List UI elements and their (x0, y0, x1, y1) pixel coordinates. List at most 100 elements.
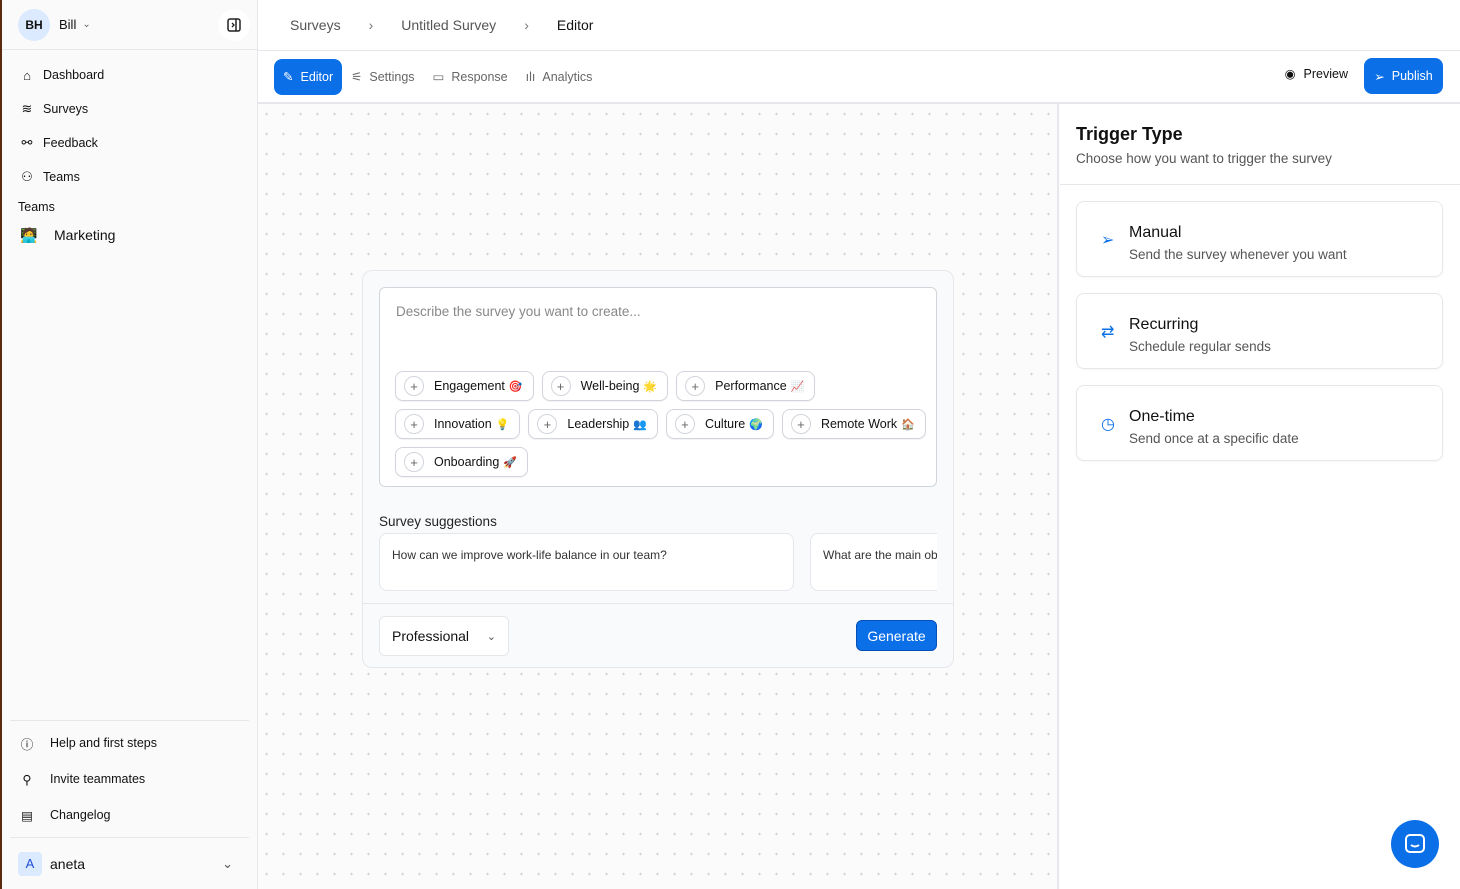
chip-emoji-icon: 📈 (790, 380, 805, 393)
chat-support-button[interactable] (1391, 820, 1439, 868)
topic-chip[interactable]: + Onboarding 🚀 (395, 447, 529, 477)
chevron-down-icon: ⌄ (486, 630, 496, 643)
sidebar-item-surveys[interactable]: ≋ Surveys (2, 92, 257, 126)
publish-label: Publish (1391, 69, 1433, 83)
help-circle-icon: ⓘ (20, 737, 34, 752)
chip-label: Performance (715, 379, 787, 393)
panel-subtitle: Choose how you want to trigger the surve… (1076, 151, 1332, 166)
tab-label: Editor (300, 69, 334, 84)
sidebar: BH Bill ⌄ ⌂ Dashboard ≋ Surveys ⚯ Feedback … (0, 0, 258, 889)
trigger-option-recurring[interactable]: ⇄ Recurring Schedule regular sends (1076, 293, 1443, 369)
user-menu[interactable]: BH Bill ⌄ (2, 0, 257, 50)
option-title: One-time (1129, 408, 1195, 425)
plus-icon: + (404, 452, 424, 472)
topic-chip[interactable]: + Performance 📈 (676, 371, 816, 401)
sidebar-item-dashboard[interactable]: ⌂ Dashboard (2, 58, 257, 92)
sidebar-item-label: Feedback (43, 136, 98, 150)
breadcrumb-survey[interactable]: Untitled Survey (401, 17, 497, 33)
help-link[interactable]: ⓘ Help and first steps (2, 725, 257, 761)
chevron-right-icon: › (524, 17, 529, 33)
clock-icon: ◷ (1101, 416, 1115, 433)
topic-chip[interactable]: + Leadership 👥 (528, 409, 658, 439)
chip-label: Leadership (567, 417, 630, 431)
breadcrumb: Surveys › Untitled Survey › Editor (258, 0, 1460, 51)
sidebar-item-label: Teams (43, 170, 80, 184)
breadcrumb-surveys[interactable]: Surveys (290, 17, 341, 33)
trigger-panel: Trigger Type Choose how you want to trig… (1060, 104, 1460, 889)
account-name: aneta (50, 855, 86, 872)
plus-icon: + (674, 414, 695, 434)
topic-chip[interactable]: + Culture 🌍 (665, 409, 774, 439)
topic-chip[interactable]: + Remote Work 🏠 (781, 409, 926, 439)
topic-chip[interactable]: + Innovation 💡 (395, 409, 521, 439)
tab-editor[interactable]: ✎ Editor (274, 58, 343, 95)
account-switcher[interactable]: A aneta ⌄ (10, 837, 249, 889)
chip-label: Remote Work (820, 417, 898, 431)
survey-generator-card: Describe the survey you want to create..… (362, 270, 954, 668)
sidebar-item-label: Surveys (43, 102, 89, 116)
collapse-sidebar-button[interactable] (218, 9, 250, 41)
tab-analytics[interactable]: ılı Analytics (517, 59, 602, 95)
avatar: BH (18, 8, 50, 41)
plus-icon: + (685, 376, 706, 396)
plus-icon: + (537, 414, 558, 434)
trigger-option-manual[interactable]: ➢ Manual Send the survey whenever you want (1076, 201, 1443, 277)
tab-response[interactable]: ▭ Response (424, 59, 517, 95)
plus-icon: + (404, 414, 424, 434)
plus-icon: + (404, 376, 424, 396)
tab-label: Response (451, 69, 508, 84)
chevron-down-icon: ⌄ (222, 855, 233, 871)
message-icon: ▭ (432, 70, 445, 84)
topic-chip[interactable]: + Well-being 🌟 (541, 371, 669, 401)
feedback-icon: ⚯ (21, 135, 33, 150)
team-marketing[interactable]: 🧑‍💻 Marketing (2, 222, 257, 248)
tone-select[interactable]: Professional ⌄ (379, 616, 509, 656)
trigger-option-one-time[interactable]: ◷ One-time Send once at a specific date (1076, 385, 1443, 461)
chip-emoji-icon: 👥 (633, 418, 647, 431)
prompt-placeholder: Describe the survey you want to create..… (396, 304, 641, 319)
option-desc: Send the survey whenever you want (1129, 247, 1347, 262)
sidebar-item-label: Dashboard (43, 68, 105, 82)
suggestion-card[interactable]: How can we improve work-life balance in … (379, 533, 794, 591)
generate-button[interactable]: Generate (856, 620, 937, 651)
users-icon: ⚇ (21, 169, 33, 184)
bar-chart-icon: ılı (525, 69, 536, 84)
user-name: Bill (59, 17, 77, 32)
sidebar-item-teams[interactable]: ⚇ Teams (2, 160, 257, 194)
publish-button[interactable]: ➢ Publish (1364, 58, 1443, 94)
suggestion-card[interactable]: What are the main ob (810, 533, 937, 591)
layers-icon: ≋ (21, 101, 33, 116)
changelog-link[interactable]: ▤ Changelog (2, 797, 257, 833)
account-avatar: A (18, 851, 42, 876)
plus-icon: + (790, 414, 811, 434)
document-icon: ▤ (21, 808, 33, 823)
chip-label: Well-being (580, 379, 640, 393)
option-desc: Schedule regular sends (1129, 339, 1271, 354)
chip-emoji-icon: 🏠 (901, 418, 915, 431)
invite-teammates-link[interactable]: ⚲ Invite teammates (2, 761, 257, 797)
tab-settings[interactable]: ⚟ Settings (342, 59, 423, 95)
suggestions-title: Survey suggestions (379, 514, 497, 529)
chip-label: Innovation (434, 417, 492, 431)
preview-button[interactable]: ◉ Preview (1285, 66, 1348, 82)
tab-label: Settings (369, 69, 415, 84)
survey-prompt-input[interactable]: Describe the survey you want to create..… (379, 287, 937, 487)
chat-icon (1405, 834, 1425, 853)
breadcrumb-current: Editor (556, 17, 594, 33)
option-desc: Send once at a specific date (1129, 431, 1299, 446)
option-title: Recurring (1129, 316, 1199, 333)
chevron-right-icon: › (368, 17, 374, 33)
chip-emoji-icon: 💡 (495, 418, 510, 431)
chip-emoji-icon: 🌍 (749, 418, 763, 431)
chevron-down-icon: ⌄ (82, 19, 91, 30)
topic-chip[interactable]: + Engagement 🎯 (395, 371, 534, 401)
option-title: Manual (1129, 224, 1182, 241)
team-label: Marketing (54, 227, 116, 243)
preview-label: Preview (1303, 66, 1348, 81)
chip-emoji-icon: 🎯 (508, 380, 523, 393)
sidebar-item-feedback[interactable]: ⚯ Feedback (2, 126, 257, 160)
user-plus-icon: ⚲ (22, 772, 32, 787)
chip-label: Engagement (434, 379, 505, 393)
tone-value: Professional (392, 628, 470, 644)
chip-label: Culture (704, 417, 746, 431)
